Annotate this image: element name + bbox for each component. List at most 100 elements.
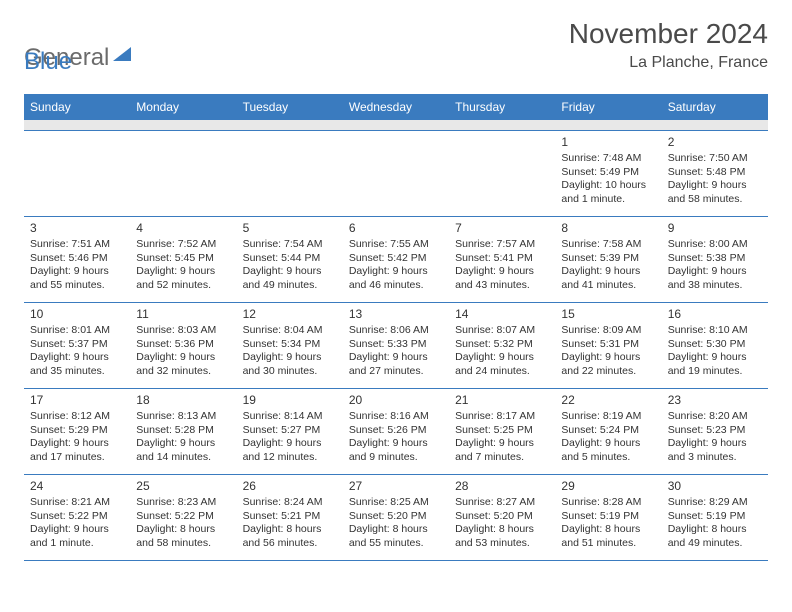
sunset-text: Sunset: 5:21 PM	[243, 510, 337, 524]
calendar-body: 1Sunrise: 7:48 AMSunset: 5:49 PMDaylight…	[24, 120, 768, 560]
daylight-text: Daylight: 9 hours and 55 minutes.	[30, 265, 124, 292]
sunrise-text: Sunrise: 8:29 AM	[668, 496, 762, 510]
sunset-text: Sunset: 5:19 PM	[668, 510, 762, 524]
daylight-text: Daylight: 9 hours and 38 minutes.	[668, 265, 762, 292]
weekday-header-row: Sunday Monday Tuesday Wednesday Thursday…	[24, 94, 768, 120]
sunrise-text: Sunrise: 8:16 AM	[349, 410, 443, 424]
daylight-text: Daylight: 9 hours and 27 minutes.	[349, 351, 443, 378]
day-number: 11	[136, 307, 230, 323]
col-friday: Friday	[555, 94, 661, 120]
sunrise-text: Sunrise: 8:13 AM	[136, 410, 230, 424]
day-number: 22	[561, 393, 655, 409]
day-number: 13	[349, 307, 443, 323]
daylight-text: Daylight: 9 hours and 5 minutes.	[561, 437, 655, 464]
day-number: 25	[136, 479, 230, 495]
daylight-text: Daylight: 9 hours and 19 minutes.	[668, 351, 762, 378]
daylight-text: Daylight: 8 hours and 56 minutes.	[243, 523, 337, 550]
day-number: 2	[668, 135, 762, 151]
sunrise-text: Sunrise: 8:21 AM	[30, 496, 124, 510]
sunrise-text: Sunrise: 7:48 AM	[561, 152, 655, 166]
sunset-text: Sunset: 5:20 PM	[349, 510, 443, 524]
day-number: 16	[668, 307, 762, 323]
sunset-text: Sunset: 5:44 PM	[243, 252, 337, 266]
sunrise-text: Sunrise: 7:54 AM	[243, 238, 337, 252]
day-cell: 27Sunrise: 8:25 AMSunset: 5:20 PMDayligh…	[343, 474, 449, 560]
day-cell: 4Sunrise: 7:52 AMSunset: 5:45 PMDaylight…	[130, 216, 236, 302]
day-number: 4	[136, 221, 230, 237]
day-number: 26	[243, 479, 337, 495]
day-number: 8	[561, 221, 655, 237]
daylight-text: Daylight: 9 hours and 24 minutes.	[455, 351, 549, 378]
daylight-text: Daylight: 9 hours and 52 minutes.	[136, 265, 230, 292]
calendar-page: General November 2024 La Planche, France…	[0, 0, 792, 612]
sunrise-text: Sunrise: 7:51 AM	[30, 238, 124, 252]
day-number: 15	[561, 307, 655, 323]
day-number: 5	[243, 221, 337, 237]
day-cell: 21Sunrise: 8:17 AMSunset: 5:25 PMDayligh…	[449, 388, 555, 474]
sunset-text: Sunset: 5:24 PM	[561, 424, 655, 438]
daylight-text: Daylight: 9 hours and 46 minutes.	[349, 265, 443, 292]
day-number: 3	[30, 221, 124, 237]
daylight-text: Daylight: 9 hours and 35 minutes.	[30, 351, 124, 378]
daylight-text: Daylight: 9 hours and 41 minutes.	[561, 265, 655, 292]
day-cell: 28Sunrise: 8:27 AMSunset: 5:20 PMDayligh…	[449, 474, 555, 560]
header: General November 2024 La Planche, France	[24, 18, 768, 72]
sunset-text: Sunset: 5:33 PM	[349, 338, 443, 352]
day-cell: 22Sunrise: 8:19 AMSunset: 5:24 PMDayligh…	[555, 388, 661, 474]
day-cell: 18Sunrise: 8:13 AMSunset: 5:28 PMDayligh…	[130, 388, 236, 474]
daylight-text: Daylight: 8 hours and 55 minutes.	[349, 523, 443, 550]
day-number: 23	[668, 393, 762, 409]
sunset-text: Sunset: 5:23 PM	[668, 424, 762, 438]
sunrise-text: Sunrise: 8:19 AM	[561, 410, 655, 424]
empty-cell	[449, 130, 555, 216]
day-cell: 9Sunrise: 8:00 AMSunset: 5:38 PMDaylight…	[662, 216, 768, 302]
sunrise-text: Sunrise: 7:55 AM	[349, 238, 443, 252]
sunrise-text: Sunrise: 8:10 AM	[668, 324, 762, 338]
sunset-text: Sunset: 5:25 PM	[455, 424, 549, 438]
sunset-text: Sunset: 5:26 PM	[349, 424, 443, 438]
sunrise-text: Sunrise: 8:24 AM	[243, 496, 337, 510]
sunset-text: Sunset: 5:36 PM	[136, 338, 230, 352]
sunset-text: Sunset: 5:48 PM	[668, 166, 762, 180]
sunset-text: Sunset: 5:30 PM	[668, 338, 762, 352]
day-number: 10	[30, 307, 124, 323]
daylight-text: Daylight: 9 hours and 3 minutes.	[668, 437, 762, 464]
empty-cell	[343, 130, 449, 216]
daylight-text: Daylight: 8 hours and 53 minutes.	[455, 523, 549, 550]
day-number: 1	[561, 135, 655, 151]
daylight-text: Daylight: 9 hours and 22 minutes.	[561, 351, 655, 378]
col-saturday: Saturday	[662, 94, 768, 120]
day-cell: 16Sunrise: 8:10 AMSunset: 5:30 PMDayligh…	[662, 302, 768, 388]
sunset-text: Sunset: 5:37 PM	[30, 338, 124, 352]
day-cell: 2Sunrise: 7:50 AMSunset: 5:48 PMDaylight…	[662, 130, 768, 216]
day-cell: 13Sunrise: 8:06 AMSunset: 5:33 PMDayligh…	[343, 302, 449, 388]
col-monday: Monday	[130, 94, 236, 120]
day-number: 21	[455, 393, 549, 409]
sunrise-text: Sunrise: 8:17 AM	[455, 410, 549, 424]
daylight-text: Daylight: 9 hours and 12 minutes.	[243, 437, 337, 464]
sunrise-text: Sunrise: 8:09 AM	[561, 324, 655, 338]
day-number: 7	[455, 221, 549, 237]
sunset-text: Sunset: 5:39 PM	[561, 252, 655, 266]
page-title: November 2024	[569, 18, 768, 50]
logo-part2: Blue	[24, 48, 72, 76]
day-cell: 15Sunrise: 8:09 AMSunset: 5:31 PMDayligh…	[555, 302, 661, 388]
day-number: 6	[349, 221, 443, 237]
sunset-text: Sunset: 5:34 PM	[243, 338, 337, 352]
sunset-text: Sunset: 5:27 PM	[243, 424, 337, 438]
daylight-text: Daylight: 10 hours and 1 minute.	[561, 179, 655, 206]
sunrise-text: Sunrise: 8:28 AM	[561, 496, 655, 510]
week-row: 24Sunrise: 8:21 AMSunset: 5:22 PMDayligh…	[24, 474, 768, 560]
day-number: 29	[561, 479, 655, 495]
daylight-text: Daylight: 9 hours and 32 minutes.	[136, 351, 230, 378]
sunrise-text: Sunrise: 7:52 AM	[136, 238, 230, 252]
sunrise-text: Sunrise: 8:01 AM	[30, 324, 124, 338]
daylight-text: Daylight: 9 hours and 30 minutes.	[243, 351, 337, 378]
day-number: 14	[455, 307, 549, 323]
sunset-text: Sunset: 5:19 PM	[561, 510, 655, 524]
daylight-text: Daylight: 8 hours and 58 minutes.	[136, 523, 230, 550]
sunset-text: Sunset: 5:22 PM	[30, 510, 124, 524]
sunset-text: Sunset: 5:49 PM	[561, 166, 655, 180]
day-cell: 10Sunrise: 8:01 AMSunset: 5:37 PMDayligh…	[24, 302, 130, 388]
sunrise-text: Sunrise: 8:03 AM	[136, 324, 230, 338]
